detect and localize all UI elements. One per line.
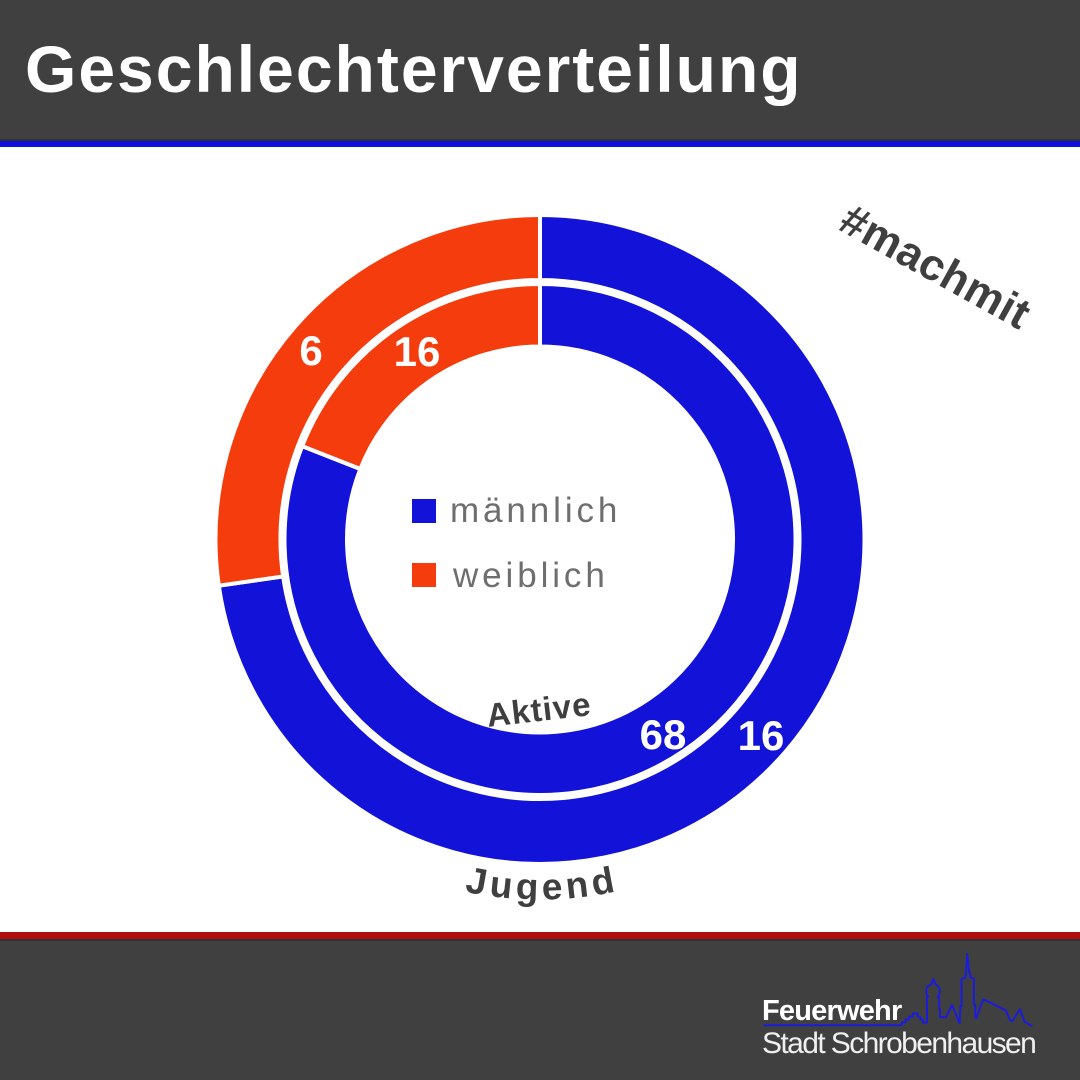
svg-text:6: 6 xyxy=(299,327,322,374)
svg-text:16: 16 xyxy=(394,328,441,375)
svg-text:16: 16 xyxy=(738,712,785,759)
svg-text:68: 68 xyxy=(640,711,687,758)
